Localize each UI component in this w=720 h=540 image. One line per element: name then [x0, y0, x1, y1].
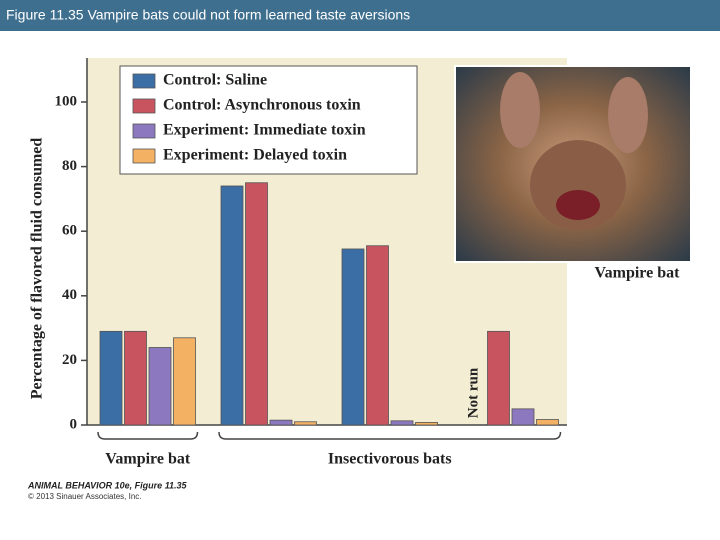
group-bracket	[97, 431, 199, 440]
legend-label: Control: Asynchronous toxin	[163, 97, 361, 114]
bar	[124, 330, 147, 426]
annotation: Not run	[465, 367, 481, 418]
footer-source: ANIMAL BEHAVIOR 10e, Figure 11.35	[27, 480, 188, 490]
title-bar	[0, 0, 720, 31]
bar	[245, 182, 268, 426]
bat-face	[530, 140, 626, 230]
chart: 0 20 40 60 80 100 Percentage of flavored fluid…	[29, 58, 567, 468]
bat-ear	[500, 72, 540, 148]
slide-title: Figure 11.35 Vampire bats could not form…	[6, 7, 410, 23]
group-label: Vampire bat	[105, 451, 191, 468]
group-label: Insectivorous bats	[328, 451, 452, 468]
legend-swatch	[132, 98, 156, 114]
y-axis-label: Percentage of flavored fluid consumed	[29, 138, 46, 400]
bar	[487, 330, 510, 426]
photo-caption: Vampire bat	[595, 265, 681, 282]
group-bracket	[218, 431, 562, 440]
bar	[99, 330, 123, 426]
bar	[294, 421, 317, 426]
legend-box	[119, 65, 418, 175]
bar	[511, 408, 535, 426]
legend-swatch	[132, 123, 156, 139]
y-tick-label: 20	[62, 352, 77, 368]
bar	[173, 337, 196, 426]
bar	[415, 422, 438, 426]
y-tick-label: 100	[55, 93, 78, 109]
bat-ear	[608, 77, 648, 153]
y-tick-label: 40	[62, 287, 77, 303]
bar	[269, 419, 293, 426]
bar	[148, 347, 172, 426]
footer-copyright: © 2013 Sinauer Associates, Inc.	[28, 492, 142, 501]
bar	[390, 420, 414, 426]
y-tick-label: 0	[70, 416, 78, 432]
y-tick-label: 80	[62, 158, 77, 174]
bar	[220, 185, 244, 426]
bar	[366, 245, 389, 426]
bar	[341, 248, 365, 426]
legend-swatch	[132, 73, 156, 89]
legend-label: Experiment: Immediate toxin	[163, 122, 366, 139]
y-tick-label: 60	[62, 223, 77, 239]
bar	[536, 419, 559, 426]
bat-mouth	[556, 190, 600, 220]
legend-label: Experiment: Delayed toxin	[163, 147, 347, 164]
legend-label: Control: Saline	[163, 72, 267, 89]
legend-swatch	[132, 148, 156, 164]
